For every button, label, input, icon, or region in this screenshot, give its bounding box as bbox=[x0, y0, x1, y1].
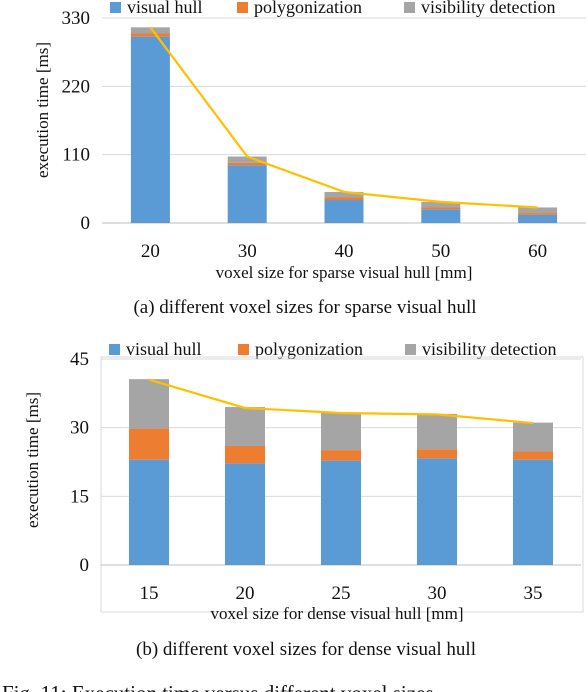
y-tick-label: 0 bbox=[80, 555, 90, 576]
bar-segment-polygonization bbox=[227, 162, 267, 166]
bar-segment-visibility-detection bbox=[130, 27, 170, 34]
bar-segment-polygonization bbox=[513, 451, 553, 460]
bar-segment-polygonization bbox=[518, 213, 558, 215]
x-tick-label: 60 bbox=[528, 241, 547, 262]
x-tick-label: 20 bbox=[236, 583, 255, 604]
bar-segment-polygonization bbox=[417, 449, 457, 459]
bar-segment-visual-hull bbox=[518, 214, 558, 223]
bar-segment-visual-hull bbox=[513, 459, 553, 565]
y-tick-label: 220 bbox=[62, 76, 91, 97]
legend-label: polygonization bbox=[255, 339, 363, 359]
bar-segment-visibility-detection bbox=[518, 207, 558, 214]
y-tick-label: 110 bbox=[62, 145, 90, 166]
bar-segment-visual-hull bbox=[421, 209, 461, 223]
chart-a-total-line bbox=[149, 26, 538, 209]
total-time-line bbox=[149, 26, 538, 209]
bar-segment-visual-hull bbox=[129, 459, 169, 565]
x-tick-label: 15 bbox=[140, 583, 159, 604]
x-tick-label: 35 bbox=[524, 583, 543, 604]
bar-segment-visibility-detection bbox=[227, 156, 267, 163]
y-tick-label: 30 bbox=[70, 418, 89, 439]
legend-label: visibility detection bbox=[421, 0, 555, 17]
bar-segment-polygonization bbox=[225, 445, 265, 464]
bar-segment-visual-hull bbox=[321, 460, 361, 565]
bar-segment-visibility-detection bbox=[513, 422, 553, 452]
chart-b-ylabel: execution time [ms] bbox=[23, 392, 42, 528]
bar-segment-visual-hull bbox=[225, 463, 265, 565]
chart-a-ylabel: execution time [ms] bbox=[33, 42, 52, 178]
chart-b: visual hull polygonization visibility dete… bbox=[23, 339, 584, 660]
x-tick-label: 25 bbox=[332, 583, 351, 604]
chart-a-bars bbox=[130, 27, 558, 223]
chart-a-yticks: 0 110 220 330 bbox=[62, 8, 91, 234]
bar-segment-visibility-detection bbox=[421, 201, 461, 208]
bar-segment-visual-hull bbox=[227, 165, 267, 223]
bar-segment-polygonization bbox=[421, 207, 461, 210]
bar-segment-visibility-detection bbox=[324, 191, 364, 198]
y-tick-label: 45 bbox=[70, 349, 89, 370]
chart-b-total-line bbox=[148, 378, 534, 425]
figure-caption: Fig. 11: Execution time versus different… bbox=[2, 681, 434, 692]
y-tick-label: 0 bbox=[81, 213, 91, 234]
legend-swatch bbox=[110, 2, 121, 13]
y-tick-label: 330 bbox=[62, 8, 91, 29]
legend-swatch bbox=[237, 2, 248, 13]
bar-segment-visual-hull bbox=[130, 36, 170, 223]
chart-a-legend: visual hull polygonization visibility dete… bbox=[110, 0, 555, 17]
chart-a-caption: (a) different voxel sizes for sparse vis… bbox=[133, 297, 476, 318]
bar-segment-visibility-detection bbox=[129, 379, 169, 429]
chart-b-caption: (b) different voxel sizes for dense visu… bbox=[136, 639, 476, 660]
chart-a-xticks: 20 30 40 50 60 bbox=[141, 241, 547, 262]
bar-segment-visibility-detection bbox=[417, 413, 457, 450]
legend-label: visual hull bbox=[127, 0, 203, 17]
bar-segment-visual-hull bbox=[324, 200, 364, 223]
legend-label: visual hull bbox=[126, 339, 202, 359]
legend-swatch bbox=[404, 2, 415, 13]
bar-segment-polygonization bbox=[130, 33, 170, 37]
legend-label: polygonization bbox=[254, 0, 362, 17]
x-tick-label: 30 bbox=[428, 583, 447, 604]
chart-b-plot-frame bbox=[100, 356, 584, 613]
chart-b-bars bbox=[129, 379, 553, 565]
legend-swatch bbox=[109, 344, 120, 355]
bar-segment-visibility-detection bbox=[321, 412, 361, 451]
bar-segment-polygonization bbox=[129, 428, 169, 460]
bar-segment-polygonization bbox=[324, 197, 364, 201]
x-tick-label: 50 bbox=[431, 241, 450, 262]
legend-swatch bbox=[405, 344, 416, 355]
chart-b-legend: visual hull polygonization visibility dete… bbox=[109, 339, 556, 359]
bar-segment-visibility-detection bbox=[225, 407, 265, 446]
chart-a: visual hull polygonization visibility dete… bbox=[33, 0, 586, 318]
x-tick-label: 30 bbox=[238, 241, 257, 262]
bar-segment-visual-hull bbox=[417, 458, 457, 565]
legend-swatch bbox=[238, 344, 249, 355]
chart-b-xlabel: voxel size for dense visual hull [mm] bbox=[210, 604, 463, 623]
legend-label: visibility detection bbox=[422, 339, 556, 359]
bar-segment-polygonization bbox=[321, 450, 361, 461]
chart-b-xticks: 15 20 25 30 35 bbox=[140, 583, 543, 604]
x-tick-label: 20 bbox=[141, 241, 160, 262]
x-tick-label: 40 bbox=[335, 241, 354, 262]
total-time-line bbox=[148, 378, 534, 425]
chart-b-yticks: 0 15 30 45 bbox=[70, 349, 89, 576]
chart-a-xlabel: voxel size for sparse visual hull [mm] bbox=[216, 263, 473, 282]
y-tick-label: 15 bbox=[70, 486, 89, 507]
